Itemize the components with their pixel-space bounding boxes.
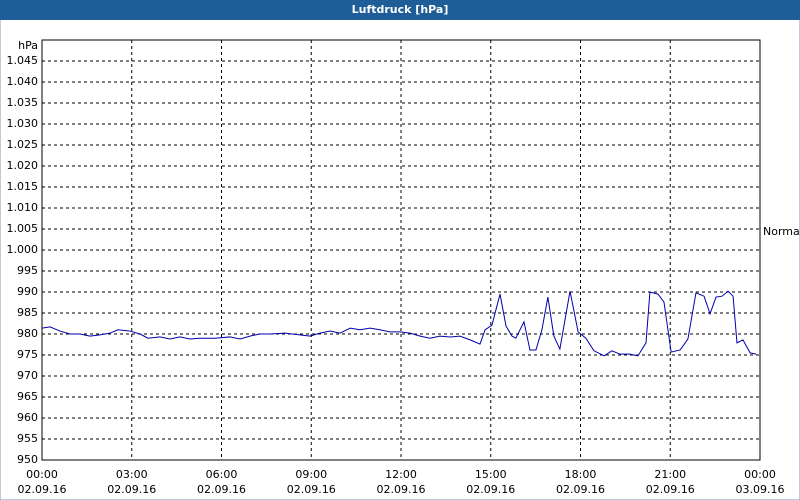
chart-title: Luftdruck [hPa] (352, 3, 449, 16)
y-tick-label: 1.020 (7, 159, 39, 172)
x-tick-label: 12:00 (385, 468, 417, 481)
series-line (41, 290, 757, 357)
x-tick-date: 02.09.16 (646, 483, 695, 496)
y-tick-label: 1.005 (7, 222, 39, 235)
x-tick-date: 02.09.16 (107, 483, 156, 496)
x-tick-date: 02.09.16 (287, 483, 336, 496)
x-tick-label: 06:00 (206, 468, 238, 481)
x-tick-date: 02.09.16 (377, 483, 426, 496)
y-tick-label: 1.040 (7, 75, 39, 88)
x-tick-label: 00:00 (744, 468, 776, 481)
y-tick-label: 1.035 (7, 96, 39, 109)
x-tick-label: 21:00 (654, 468, 686, 481)
x-tick-label: 03:00 (116, 468, 148, 481)
y-tick-label: 950 (17, 453, 38, 466)
y-tick-label: 1.010 (7, 201, 39, 214)
y-tick-label: 975 (17, 348, 38, 361)
x-tick-label: 15:00 (475, 468, 507, 481)
y-tick-label: 1.015 (7, 180, 39, 193)
x-tick-date: 02.09.16 (18, 483, 67, 496)
y-tick-label: 1.025 (7, 138, 39, 151)
plot-frame (41, 39, 761, 461)
y-tick-label: 965 (17, 390, 38, 403)
title-bar (0, 0, 800, 20)
x-tick-label: 09:00 (295, 468, 327, 481)
x-tick-label: 00:00 (26, 468, 58, 481)
y-tick-label: 995 (17, 264, 38, 277)
y-tick-label: 1.030 (7, 117, 39, 130)
y-tick-label: 1.000 (7, 243, 39, 256)
x-tick-date: 02.09.16 (197, 483, 246, 496)
y-tick-label: 970 (17, 369, 38, 382)
y-axis-unit: hPa (18, 39, 38, 52)
x-tick-label: 18:00 (565, 468, 597, 481)
x-tick-date: 03.09.16 (736, 483, 785, 496)
y-tick-label: 980 (17, 327, 38, 340)
y-tick-label: 1.045 (7, 54, 39, 67)
y-tick-label: 955 (17, 432, 38, 445)
y-tick-label: 985 (17, 306, 38, 319)
x-tick-date: 02.09.16 (556, 483, 605, 496)
y-tick-label: 990 (17, 285, 38, 298)
x-tick-date: 02.09.16 (466, 483, 515, 496)
y-tick-label: 960 (17, 411, 38, 424)
annotation: Normal (763, 225, 800, 238)
